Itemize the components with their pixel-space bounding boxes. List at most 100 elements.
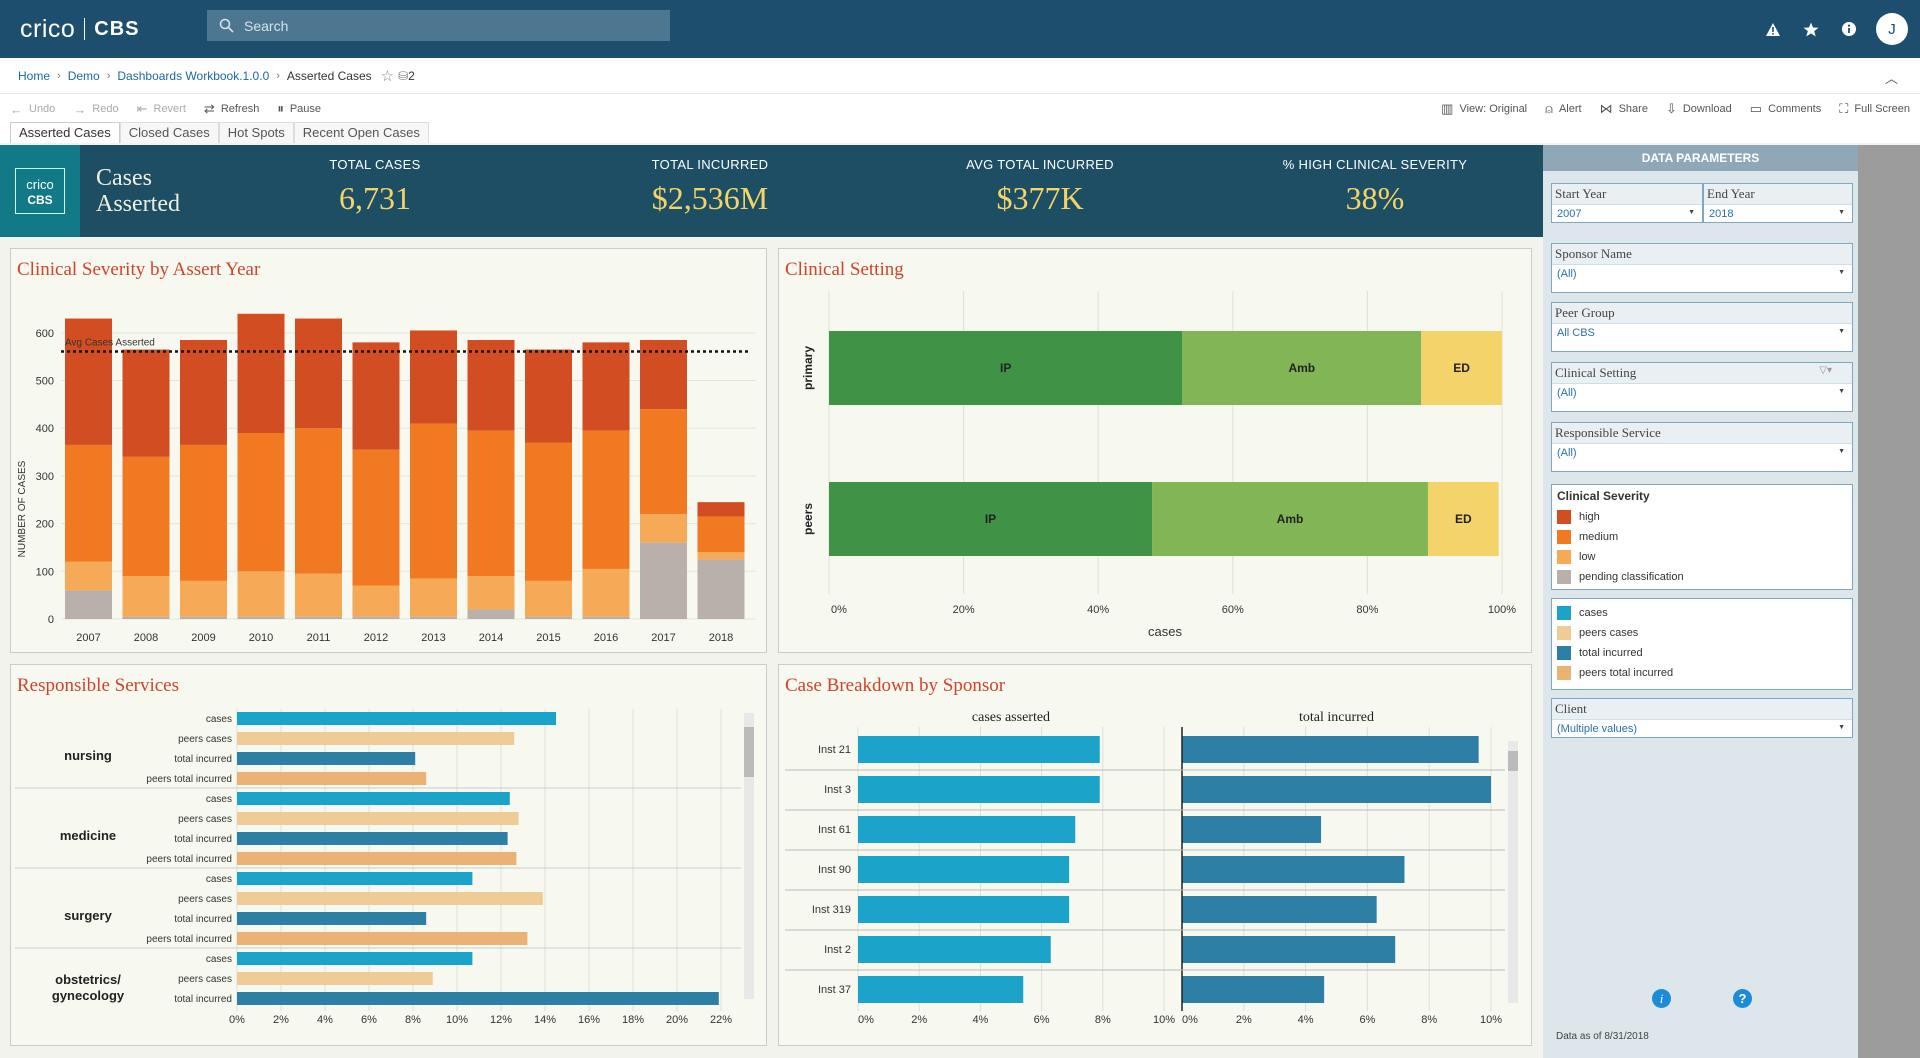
- x-tick-label: 16%: [578, 1014, 600, 1026]
- legend-item-high[interactable]: high: [1557, 507, 1847, 527]
- bar-label: peers cases: [178, 814, 232, 825]
- bar-high-2013: [410, 330, 457, 424]
- revert-button[interactable]: ⇤ Revert: [137, 101, 186, 117]
- legend-item-peers-total-incurred[interactable]: peers total incurred: [1557, 663, 1847, 683]
- tab-asserted-cases[interactable]: Asserted Cases: [10, 122, 120, 143]
- x-tick-label: 6%: [1034, 1014, 1050, 1026]
- bar-pending-classification-2013: [410, 616, 457, 619]
- bar-medium-2017: [640, 409, 687, 515]
- filter-funnel-icon[interactable]: ▽▾: [1819, 365, 1832, 376]
- bar-label: cases: [206, 714, 232, 725]
- sponsor-name-select[interactable]: (All): [1552, 264, 1852, 282]
- y-tick-label: 300: [36, 471, 54, 483]
- redo-button[interactable]: → Redo: [73, 102, 118, 117]
- share-icon: ⋈: [1599, 101, 1613, 116]
- refresh-button[interactable]: ⇄ Refresh: [204, 101, 259, 117]
- legend-item-pending[interactable]: pending classification: [1557, 567, 1847, 587]
- comments-button[interactable]: ▭ Comments: [1750, 101, 1821, 117]
- tab-closed-cases[interactable]: Closed Cases: [119, 122, 219, 143]
- search-input[interactable]: Search: [207, 10, 670, 41]
- sponsor-scrollbar[interactable]: [1508, 741, 1518, 1003]
- clinical-setting-filter[interactable]: Clinical Setting (All) ▽▾: [1551, 362, 1853, 412]
- share-button[interactable]: ⋈ Share: [1600, 101, 1648, 117]
- bar-label: peers total incurred: [146, 934, 232, 945]
- collapse-chevron-icon[interactable]: ︿: [1884, 71, 1898, 86]
- download-button[interactable]: ⇩ Download: [1666, 101, 1732, 117]
- dashboard-header: crico CBS Cases Asserted TOTAL CASES 6,731…: [0, 145, 1543, 237]
- undo-button[interactable]: ← Undo: [10, 102, 55, 117]
- alert-icon[interactable]: [1754, 22, 1792, 37]
- legend-item-total-incurred[interactable]: total incurred: [1557, 643, 1847, 663]
- responsible-service-filter[interactable]: Responsible Service (All): [1551, 422, 1853, 472]
- y-tick-label: 100: [36, 566, 54, 578]
- bar-label: ED: [1455, 512, 1472, 526]
- legend-item-medium[interactable]: medium: [1557, 527, 1847, 547]
- x-tick-label: 2012: [364, 632, 388, 644]
- peer-group-filter[interactable]: Peer Group All CBS: [1551, 302, 1853, 352]
- legend-label: pending classification: [1579, 571, 1684, 583]
- group-label: obstetrics/: [55, 972, 121, 987]
- favorite-star-icon[interactable]: ☆: [380, 67, 395, 85]
- brand-name: crico: [20, 14, 76, 43]
- tab-recent-open-cases[interactable]: Recent Open Cases: [293, 122, 429, 143]
- clinical-setting-select[interactable]: (All): [1552, 383, 1852, 401]
- legend-item-low[interactable]: low: [1557, 547, 1847, 567]
- filter-label: Peer Group: [1552, 303, 1852, 323]
- info-circle-icon[interactable]: i: [1652, 989, 1671, 1008]
- start-year-select[interactable]: 2007: [1552, 204, 1702, 222]
- legend-item-peers-cases[interactable]: peers cases: [1557, 623, 1847, 643]
- brand-logo[interactable]: crico CBS: [20, 0, 140, 58]
- sponsor-label: Inst 21: [818, 744, 851, 756]
- bar-ED-peers: [1427, 482, 1499, 556]
- sponsor-name-filter[interactable]: Sponsor Name (All): [1551, 243, 1853, 293]
- clinical-severity-legend: Clinical Severity high medium low pendin…: [1551, 484, 1853, 590]
- user-avatar[interactable]: J: [1876, 13, 1908, 45]
- pause-button[interactable]: ⏸ Pause: [277, 101, 321, 117]
- bar-total-incurred-Inst-3: [1182, 776, 1491, 803]
- x-tick-label: 2%: [1236, 1014, 1252, 1026]
- bar-low-2018: [697, 552, 745, 560]
- alert-button[interactable]: ⍝ Alert: [1545, 101, 1581, 117]
- comment-icon: ▭: [1749, 101, 1763, 116]
- responsible-service-select[interactable]: (All): [1552, 443, 1852, 461]
- bar-high-2012: [352, 342, 400, 450]
- x-tick-label: 0%: [831, 604, 847, 616]
- sheet-tabs: Asserted Cases Closed Cases Hot Spots Re…: [10, 122, 429, 143]
- bar-label: peers cases: [178, 974, 232, 985]
- kpi-label: % HIGH CLINICAL SEVERITY: [1282, 157, 1468, 172]
- x-tick-label: 4%: [317, 1014, 333, 1026]
- end-year-select[interactable]: 2018: [1704, 204, 1852, 222]
- end-year-filter[interactable]: End Year 2018: [1703, 183, 1853, 223]
- help-circle-icon[interactable]: ?: [1733, 989, 1752, 1008]
- data-source-icon[interactable]: ⛁: [398, 68, 409, 83]
- bar-cases-asserted-Inst-21: [858, 736, 1100, 763]
- peer-group-select[interactable]: All CBS: [1552, 323, 1852, 341]
- favorites-star-icon[interactable]: [1792, 22, 1830, 37]
- breadcrumb-workbook[interactable]: Dashboards Workbook.1.0.0: [117, 68, 270, 83]
- view-original-button[interactable]: ▥ View: Original: [1441, 101, 1527, 117]
- view-label: View: Original: [1459, 103, 1528, 115]
- breadcrumb-home[interactable]: Home: [18, 68, 51, 83]
- breadcrumb-demo[interactable]: Demo: [67, 68, 100, 83]
- client-select[interactable]: (Multiple values): [1552, 719, 1852, 737]
- bar-IP-primary: [829, 331, 1183, 405]
- tab-hot-spots[interactable]: Hot Spots: [218, 122, 294, 143]
- full-screen-button[interactable]: ⛶ Full Screen: [1839, 101, 1910, 117]
- bar-surgery-total-incurred: [237, 912, 427, 925]
- alert-label: Alert: [1558, 103, 1582, 115]
- full-screen-label: Full Screen: [1854, 103, 1910, 115]
- bar-cases-asserted-Inst-3: [858, 776, 1100, 803]
- start-year-filter[interactable]: Start Year 2007: [1551, 183, 1703, 223]
- row-label-peers: peers: [801, 503, 815, 535]
- filter-label: Sponsor Name: [1552, 244, 1852, 264]
- bar-total-incurred-Inst-90: [1182, 856, 1405, 883]
- info-icon[interactable]: [1830, 21, 1868, 37]
- group-label: gynecology: [52, 988, 125, 1003]
- client-filter[interactable]: Client (Multiple values): [1551, 698, 1853, 738]
- bar-medicine-total-incurred: [237, 832, 508, 845]
- x-tick-label: 8%: [1095, 1014, 1111, 1026]
- services-scrollbar[interactable]: [744, 713, 754, 999]
- legend-item-cases[interactable]: cases: [1557, 603, 1847, 623]
- bar-total-incurred-Inst-2: [1182, 936, 1396, 963]
- panel-title: Case Breakdown by Sponsor: [785, 675, 1006, 696]
